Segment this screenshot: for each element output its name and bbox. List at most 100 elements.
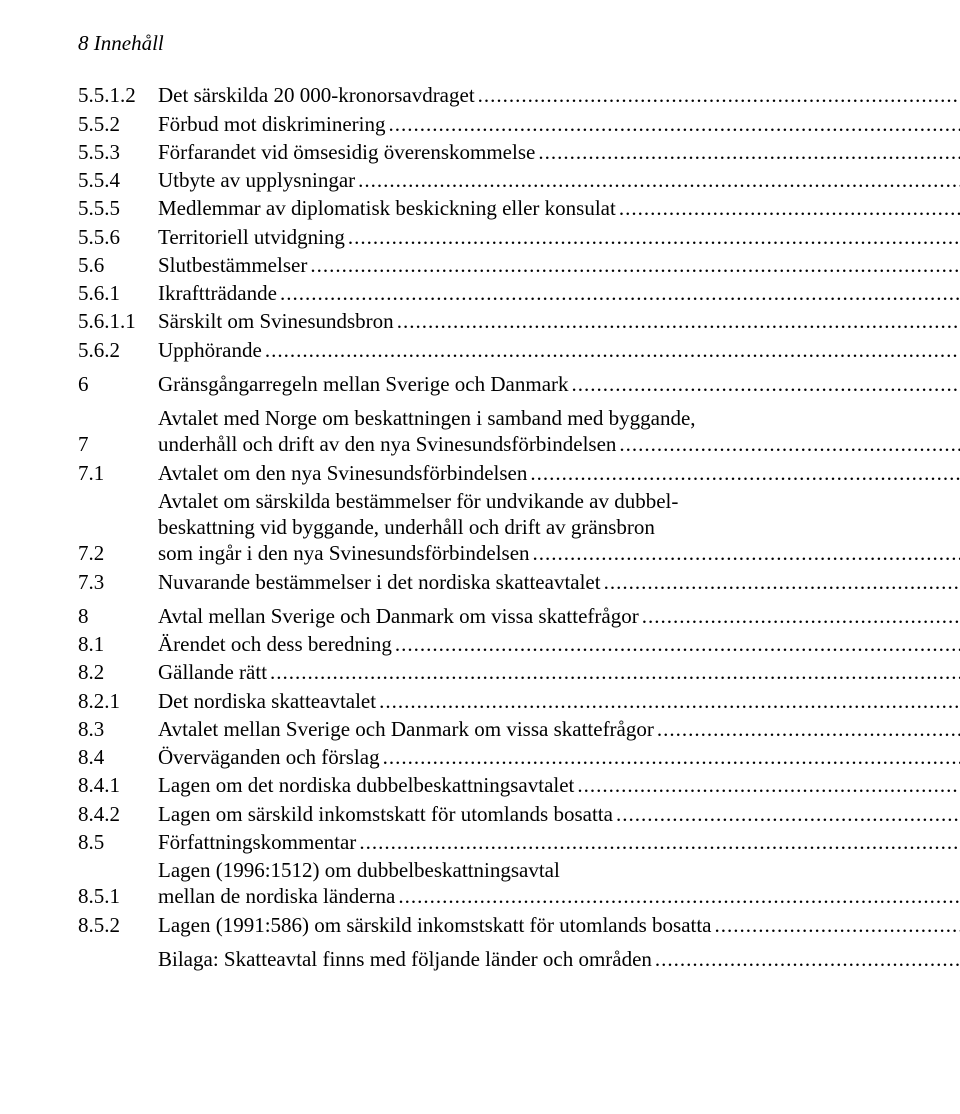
toc-label-text: Förbud mot diskriminering (158, 111, 386, 137)
toc-row: 8.2.1Det nordiska skatteavtalet193 (78, 688, 882, 714)
toc-leader-dots (394, 308, 960, 334)
toc-label-text: Lagen om det nordiska dubbelbeskattnings… (158, 772, 574, 798)
toc-label-text: underhåll och drift av den nya Svinesund… (158, 431, 616, 457)
toc-leader-dots (395, 883, 960, 909)
toc-label: Det nordiska skatteavtalet193 (158, 688, 960, 714)
toc-number: 5.6.1 (78, 280, 158, 306)
toc-leader-dots (380, 744, 960, 770)
toc-label-line: Lagen (1996:1512) om dubbelbeskattningsa… (158, 857, 960, 883)
page-header: 8 Innehåll (78, 30, 882, 56)
toc-row: 8.1Ärendet och dess beredning192 (78, 631, 882, 657)
toc-label-text: Avtalet mellan Sverige och Danmark om vi… (158, 716, 654, 742)
toc-label-lastline: Upphörande186 (158, 337, 960, 363)
toc-label-text: Territoriell utvidgning (158, 224, 345, 250)
toc-label-text: Det särskilda 20 000-kronorsavdraget (158, 82, 475, 108)
toc-label-lastline: Förbud mot diskriminering181 (158, 111, 960, 137)
toc-label: Det särskilda 20 000-kronorsavdraget178 (158, 82, 960, 108)
toc-label-text: Lagen om särskild inkomstskatt för utoml… (158, 801, 613, 827)
toc-label: Avtalet om den nya Svinesundsförbindelse… (158, 460, 960, 486)
toc-row: 5.6.1Ikraftträdande184 (78, 280, 882, 306)
toc-leader-dots (262, 337, 960, 363)
toc-leader-dots (355, 167, 960, 193)
toc-label: Avtalet om särskilda bestämmelser för un… (158, 488, 960, 567)
toc-row: 5.5.3Förfarandet vid ömsesidig överensko… (78, 139, 882, 165)
toc-label: Avtalet med Norge om beskattningen i sam… (158, 405, 960, 458)
toc-label-text: Gällande rätt (158, 659, 267, 685)
toc-label-text: Slutbestämmelser (158, 252, 307, 278)
toc-label: Särskilt om Svinesundsbron185 (158, 308, 960, 334)
toc-number: 8.4 (78, 744, 158, 770)
toc-label-text: Särskilt om Svinesundsbron (158, 308, 394, 334)
toc-number: 8.4.1 (78, 772, 158, 798)
toc-label: Författningskommentar203 (158, 829, 960, 855)
toc-leader-dots (356, 829, 960, 855)
toc-leader-dots (530, 540, 960, 566)
toc-leader-dots (307, 252, 960, 278)
toc-number: 5.5.3 (78, 139, 158, 165)
toc-label-text: mellan de nordiska länderna (158, 883, 395, 909)
toc-label-text: Ärendet och dess beredning (158, 631, 392, 657)
toc-leader-dots (654, 716, 960, 742)
toc-label: Ärendet och dess beredning192 (158, 631, 960, 657)
toc-label: Upphörande186 (158, 337, 960, 363)
toc-label: Medlemmar av diplomatisk beskickning ell… (158, 195, 960, 221)
toc-label-line: Avtalet om särskilda bestämmelser för un… (158, 488, 960, 514)
toc-number: 8.4.2 (78, 801, 158, 827)
toc-label-lastline: Avtalet om den nya Svinesundsförbindelse… (158, 460, 960, 486)
toc-number: 8.5.2 (78, 912, 158, 938)
toc-row: 7Avtalet med Norge om beskattningen i sa… (78, 405, 882, 458)
toc-label-text: Bilaga: Skatteavtal finns med följande l… (158, 946, 652, 972)
toc-label-lastline: som ingår i den nya Svinesundsförbindels… (158, 540, 960, 566)
toc-leader-dots (386, 111, 960, 137)
toc-number: 5.5.6 (78, 224, 158, 250)
toc-leader-dots (652, 946, 960, 972)
toc-leader-dots (574, 772, 960, 798)
toc-label-lastline: Överväganden och förslag200 (158, 744, 960, 770)
toc-label-lastline: Avtal mellan Sverige och Danmark om viss… (158, 603, 960, 629)
toc-number: 8.3 (78, 716, 158, 742)
toc-label-lastline: Medlemmar av diplomatisk beskickning ell… (158, 195, 960, 221)
toc-label-text: Det nordiska skatteavtalet (158, 688, 376, 714)
toc-label-text: Förfarandet vid ömsesidig överenskommels… (158, 139, 535, 165)
toc-label: Lagen om det nordiska dubbelbeskattnings… (158, 772, 960, 798)
toc-row: 8.5Författningskommentar203 (78, 829, 882, 855)
toc-label-lastline: Förfarandet vid ömsesidig överenskommels… (158, 139, 960, 165)
toc-leader-dots (392, 631, 960, 657)
toc-row: 8Avtal mellan Sverige och Danmark om vis… (78, 603, 882, 629)
toc-label-lastline: Ikraftträdande184 (158, 280, 960, 306)
toc-row: 8.3Avtalet mellan Sverige och Danmark om… (78, 716, 882, 742)
toc-label: Lagen (1996:1512) om dubbelbeskattningsa… (158, 857, 960, 910)
toc-label-text: Gränsgångarregeln mellan Sverige och Dan… (158, 371, 569, 397)
toc-label-text: Ikraftträdande (158, 280, 277, 306)
toc-row: 5.5.2Förbud mot diskriminering181 (78, 111, 882, 137)
toc-label-lastline: Det nordiska skatteavtalet193 (158, 688, 960, 714)
toc-row: 5.5.5Medlemmar av diplomatisk beskicknin… (78, 195, 882, 221)
toc-number: 8.5 (78, 829, 158, 855)
toc-label: Överväganden och förslag200 (158, 744, 960, 770)
toc-label: Lagen om särskild inkomstskatt för utoml… (158, 801, 960, 827)
toc-number: 7.2 (78, 540, 158, 566)
toc-label: Lagen (1991:586) om särskild inkomstskat… (158, 912, 960, 938)
toc-label-line: beskattning vid byggande, underhåll och … (158, 514, 960, 540)
toc-label-lastline: Gällande rätt193 (158, 659, 960, 685)
toc-label-lastline: underhåll och drift av den nya Svinesund… (158, 431, 960, 457)
toc-label-text: Författningskommentar (158, 829, 356, 855)
toc-label-lastline: Författningskommentar203 (158, 829, 960, 855)
toc-label-lastline: Bilaga: Skatteavtal finns med följande l… (158, 946, 960, 972)
toc-label: Gällande rätt193 (158, 659, 960, 685)
toc-row: 7.1Avtalet om den nya Svinesundsförbinde… (78, 460, 882, 486)
toc-label-text: Överväganden och förslag (158, 744, 380, 770)
toc-label: Ikraftträdande184 (158, 280, 960, 306)
toc-label: Förbud mot diskriminering181 (158, 111, 960, 137)
toc-label-lastline: Gränsgångarregeln mellan Sverige och Dan… (158, 371, 960, 397)
toc-number: 7.3 (78, 569, 158, 595)
toc-label: Gränsgångarregeln mellan Sverige och Dan… (158, 371, 960, 397)
toc-row: 5.5.1.2Det särskilda 20 000-kronorsavdra… (78, 82, 882, 108)
toc-label-lastline: Nuvarande bestämmelser i det nordiska sk… (158, 569, 960, 595)
toc-row: 5.6Slutbestämmelser184 (78, 252, 882, 278)
toc-label-lastline: Ärendet och dess beredning192 (158, 631, 960, 657)
toc-leader-dots (277, 280, 960, 306)
toc-row: 5.6.2Upphörande186 (78, 337, 882, 363)
toc-row: 8.5.2Lagen (1991:586) om särskild inkoms… (78, 912, 882, 938)
toc-label-text: Utbyte av upplysningar (158, 167, 355, 193)
